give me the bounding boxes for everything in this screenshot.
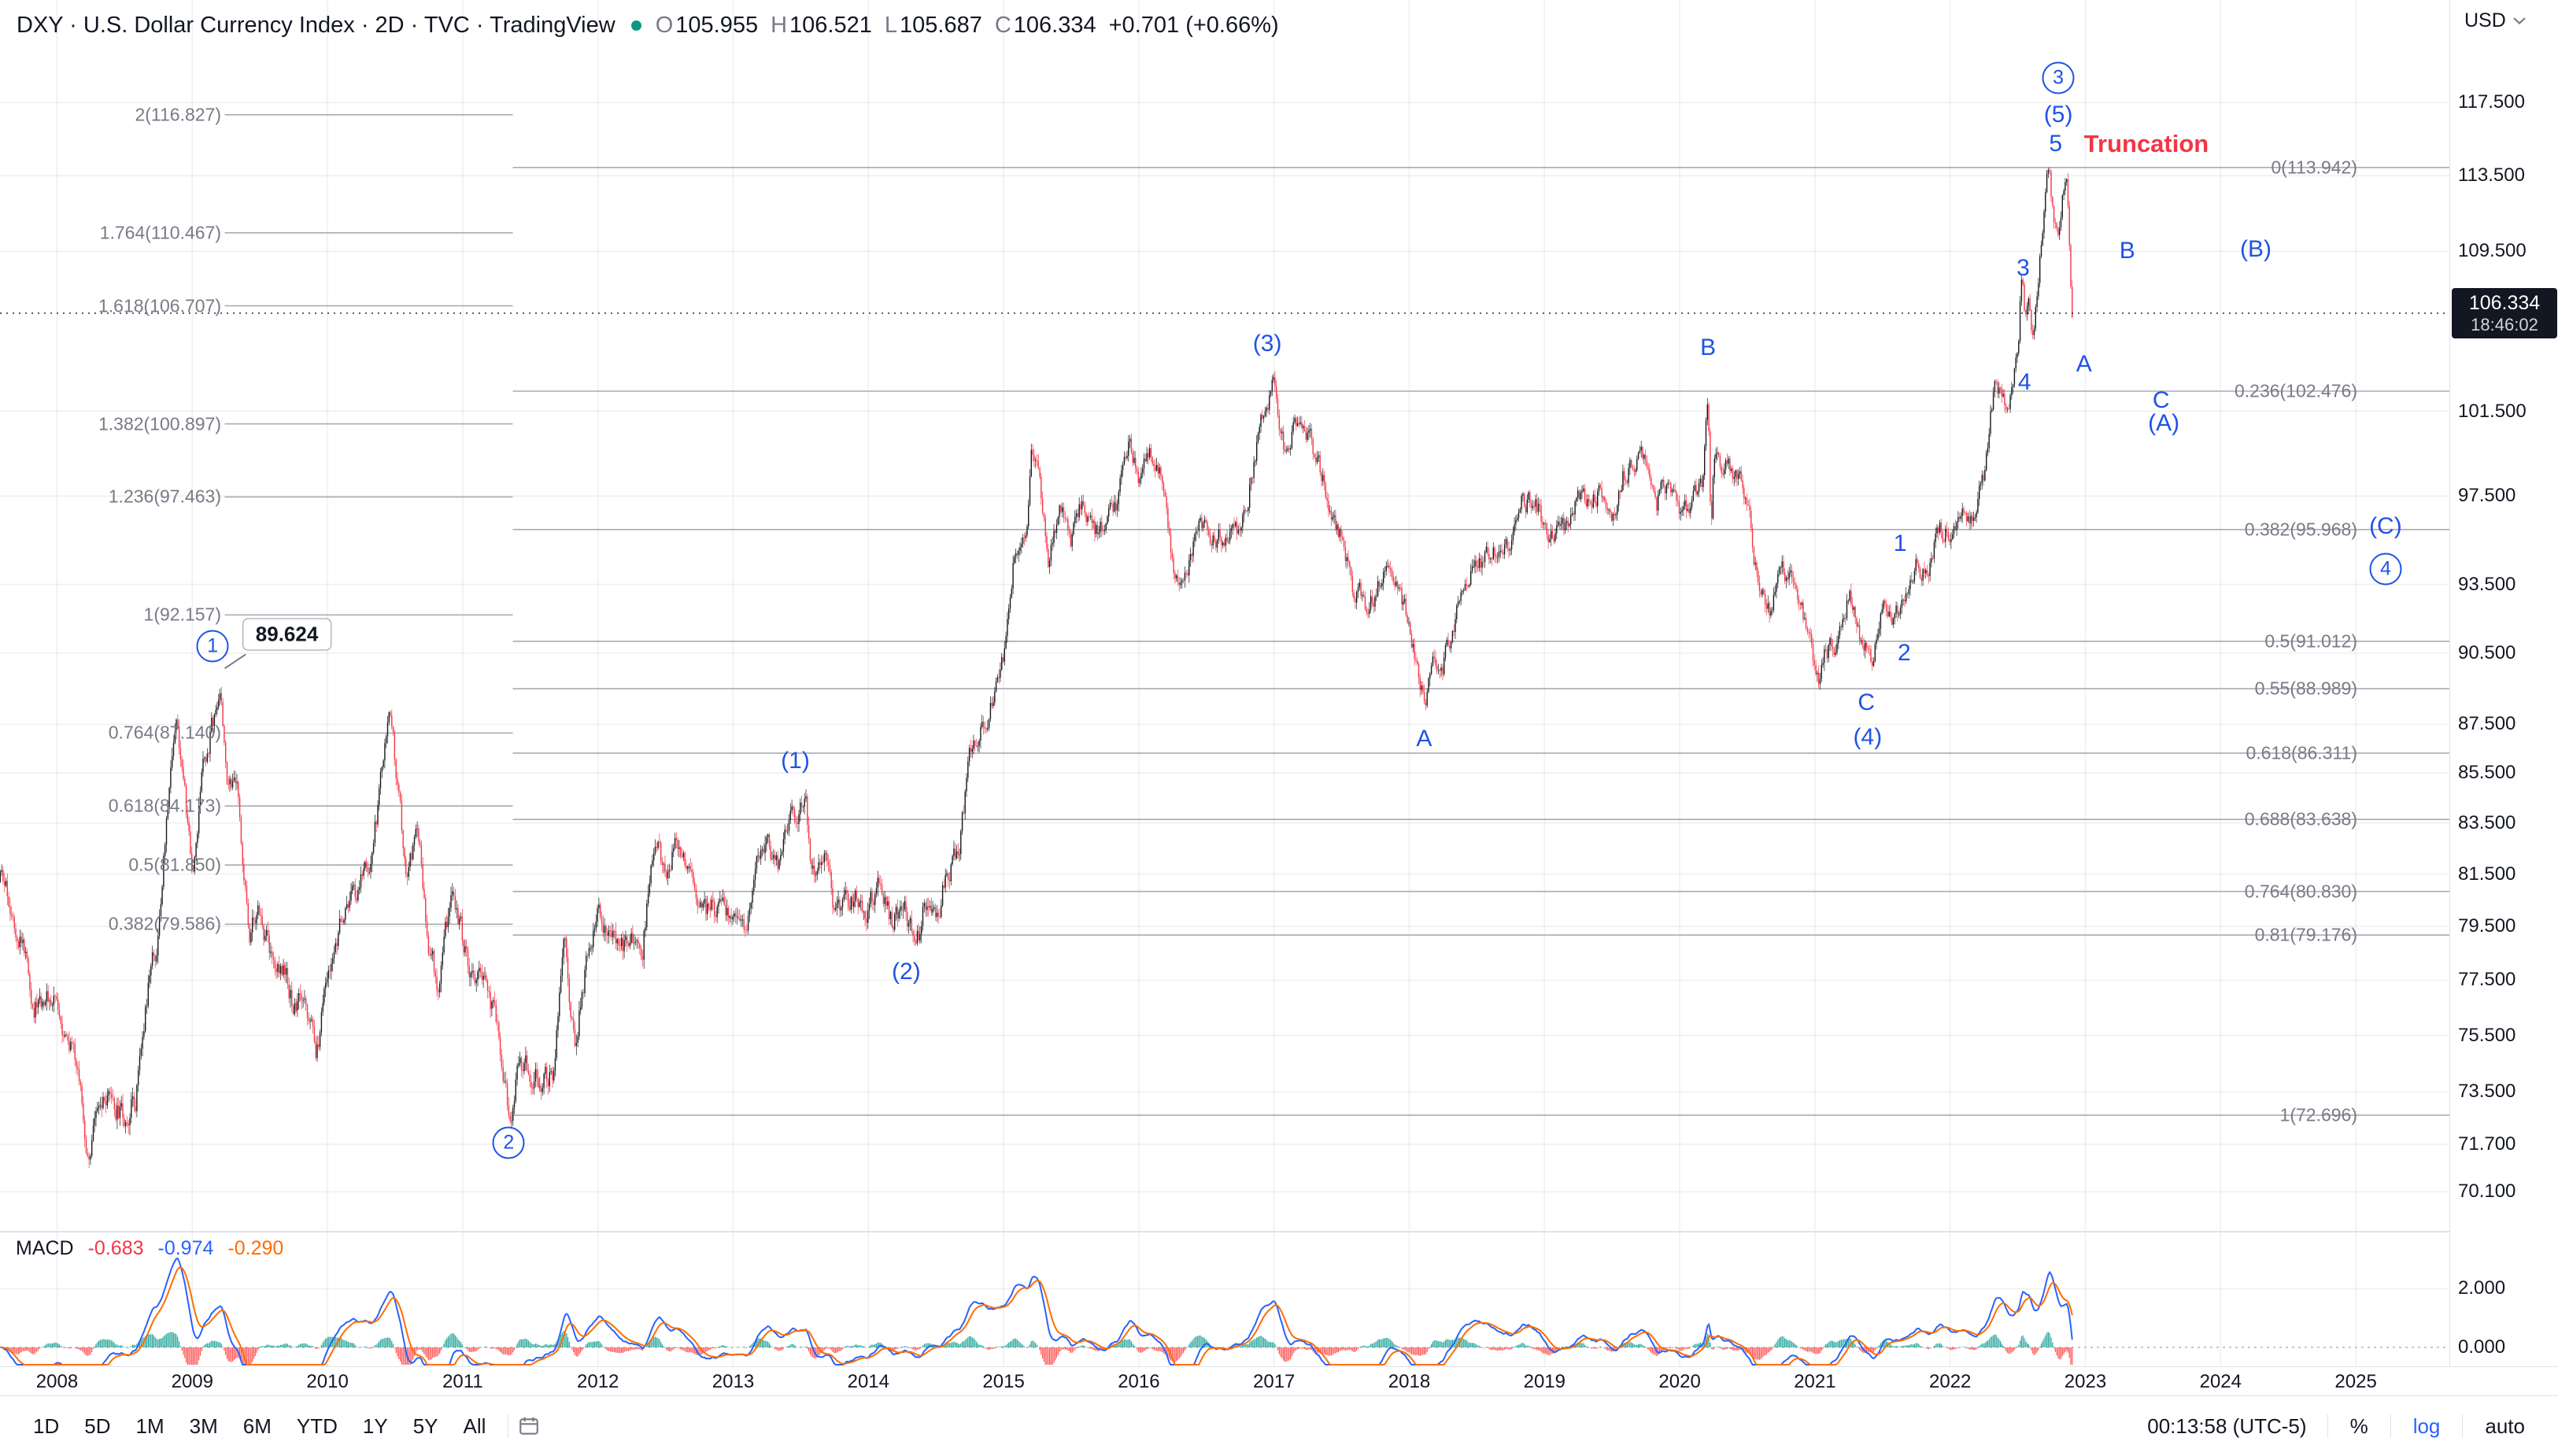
range-button-5y[interactable]: 5Y bbox=[401, 1406, 451, 1447]
price-chart-svg bbox=[0, 0, 2449, 1366]
time-axis[interactable]: 2008 2009 2010 2011 2012 2013 2014 2015 2016 2017… bbox=[0, 1366, 2558, 1395]
toolbar-divider bbox=[2327, 1414, 2328, 1438]
bar-countdown: 18:46:02 bbox=[2471, 314, 2538, 334]
year-label: 2016 bbox=[1118, 1371, 1160, 1392]
price-tick-label: 97.500 bbox=[2458, 485, 2516, 507]
year-label: 2017 bbox=[1252, 1371, 1296, 1392]
symbol-title[interactable]: DXY · U.S. Dollar Currency Index · 2D · … bbox=[17, 13, 615, 38]
candles-up-wicks bbox=[0, 168, 2068, 1165]
year-label: 2018 bbox=[1388, 1371, 1431, 1392]
ohlc-readout: O 105.955 H 106.521 L 105.687 C 106.334 +0.701 (… bbox=[656, 13, 1292, 39]
macd-tick-label: 2.000 bbox=[2458, 1277, 2506, 1299]
price-tick-label: 87.500 bbox=[2458, 713, 2516, 735]
bottom-toolbar: 1D 5D 1M 3M 6M YTD 1Y 5Y All 00:13:58 (UTC-5) % … bbox=[0, 1395, 2558, 1456]
last-price-badge: 106.334 18:46:02 bbox=[2452, 287, 2557, 338]
range-button-1y[interactable]: 1Y bbox=[350, 1406, 401, 1447]
range-button-all[interactable]: All bbox=[451, 1406, 499, 1447]
auto-scale-button[interactable]: auto bbox=[2472, 1406, 2538, 1447]
year-label: 2008 bbox=[35, 1371, 79, 1392]
range-button-ytd[interactable]: YTD bbox=[284, 1406, 350, 1447]
year-label: 2024 bbox=[2199, 1371, 2242, 1392]
price-tick-label: 73.500 bbox=[2458, 1081, 2516, 1103]
macd-legend: MACD -0.683 -0.974 -0.290 bbox=[16, 1237, 283, 1260]
macd-histogram-negative bbox=[2, 1347, 2073, 1365]
price-tick-label: 113.500 bbox=[2458, 164, 2525, 187]
chevron-down-icon bbox=[2513, 17, 2526, 25]
macd-line bbox=[0, 1258, 2073, 1365]
range-button-6m[interactable]: 6M bbox=[231, 1406, 284, 1447]
macd-layer bbox=[0, 1258, 2073, 1365]
year-label: 2023 bbox=[2064, 1371, 2107, 1392]
candles-down-wicks bbox=[2, 167, 2073, 1168]
price-tick-label: 93.500 bbox=[2458, 573, 2516, 595]
symbol-legend: DXY · U.S. Dollar Currency Index · 2D · … bbox=[17, 13, 1292, 39]
date-range-buttons: 1D 5D 1M 3M 6M YTD 1Y 5Y All bbox=[20, 1406, 498, 1447]
candles-up-bodies bbox=[0, 169, 2068, 1160]
year-label: 2015 bbox=[982, 1371, 1025, 1392]
currency-label: USD bbox=[2464, 9, 2506, 31]
year-label: 2009 bbox=[171, 1371, 213, 1392]
high-label: H bbox=[771, 13, 788, 38]
price-tick-label: 90.500 bbox=[2458, 641, 2516, 663]
price-tick-label: 83.500 bbox=[2458, 811, 2516, 833]
fib-layer[interactable] bbox=[224, 114, 2449, 1116]
close-value: 106.334 bbox=[1013, 13, 1096, 38]
year-label: 2014 bbox=[847, 1371, 889, 1392]
toolbar-divider bbox=[2462, 1414, 2464, 1438]
high-value: 106.521 bbox=[789, 13, 872, 38]
market-status-icon bbox=[630, 20, 641, 31]
open-value: 105.955 bbox=[675, 13, 759, 38]
log-scale-button[interactable]: log bbox=[2401, 1406, 2453, 1447]
price-tick-label: 70.100 bbox=[2458, 1181, 2516, 1203]
price-tick-label: 75.500 bbox=[2458, 1024, 2516, 1046]
toolbar-divider bbox=[2390, 1414, 2391, 1438]
candles-layer bbox=[0, 167, 2073, 1168]
clock[interactable]: 00:13:58 (UTC-5) bbox=[2147, 1414, 2307, 1438]
macd-hist-value: -0.683 bbox=[87, 1237, 144, 1259]
price-axis[interactable]: USD 106.334 18:46:02 117.500 113.500 109.5… bbox=[2449, 0, 2558, 1395]
callout-pointer-line bbox=[224, 653, 246, 670]
price-tick-label: 85.500 bbox=[2458, 762, 2516, 784]
price-tick-label: 109.500 bbox=[2458, 240, 2527, 262]
price-tick-label: 77.500 bbox=[2458, 969, 2516, 991]
low-value: 105.687 bbox=[900, 13, 982, 38]
macd-tick-label: 0.000 bbox=[2458, 1336, 2506, 1358]
macd-signal-line bbox=[0, 1266, 2073, 1365]
range-button-3m[interactable]: 3M bbox=[177, 1406, 231, 1447]
price-tick-label: 101.500 bbox=[2458, 400, 2527, 422]
year-label: 2013 bbox=[712, 1371, 755, 1392]
price-tick-label: 79.500 bbox=[2458, 915, 2516, 937]
year-label: 2025 bbox=[2334, 1371, 2377, 1392]
year-label: 2021 bbox=[1794, 1371, 1836, 1392]
year-label: 2022 bbox=[1928, 1371, 1972, 1392]
currency-selector[interactable]: USD bbox=[2464, 9, 2527, 32]
range-button-1d[interactable]: 1D bbox=[20, 1406, 72, 1447]
year-label: 2019 bbox=[1523, 1371, 1565, 1392]
open-label: O bbox=[655, 13, 674, 38]
change-value: +0.701 (+0.66%) bbox=[1108, 13, 1279, 38]
year-label: 2010 bbox=[306, 1371, 349, 1392]
macd-title[interactable]: MACD bbox=[16, 1237, 74, 1259]
grid-layer bbox=[0, 0, 2449, 1366]
range-button-5d[interactable]: 5D bbox=[72, 1406, 123, 1447]
low-label: L bbox=[884, 13, 898, 38]
macd-signal-value: -0.290 bbox=[227, 1237, 284, 1259]
close-label: C bbox=[994, 13, 1011, 38]
range-button-1m[interactable]: 1M bbox=[124, 1406, 177, 1447]
price-tick-label: 117.500 bbox=[2458, 91, 2525, 113]
macd-histogram-positive bbox=[1, 1331, 2053, 1347]
price-tick-label: 71.700 bbox=[2458, 1133, 2516, 1155]
candles-down-bodies bbox=[2, 169, 2073, 1160]
macd-line-value: -0.974 bbox=[157, 1237, 214, 1259]
year-label: 2012 bbox=[576, 1371, 619, 1392]
year-label: 2020 bbox=[1658, 1371, 1701, 1392]
percent-scale-button[interactable]: % bbox=[2338, 1406, 2381, 1447]
go-to-date-icon[interactable] bbox=[518, 1415, 540, 1437]
pane-separator[interactable] bbox=[0, 1231, 2558, 1232]
last-price-value: 106.334 bbox=[2468, 291, 2541, 314]
price-tick-label: 81.500 bbox=[2458, 863, 2516, 885]
year-label: 2011 bbox=[442, 1371, 483, 1392]
